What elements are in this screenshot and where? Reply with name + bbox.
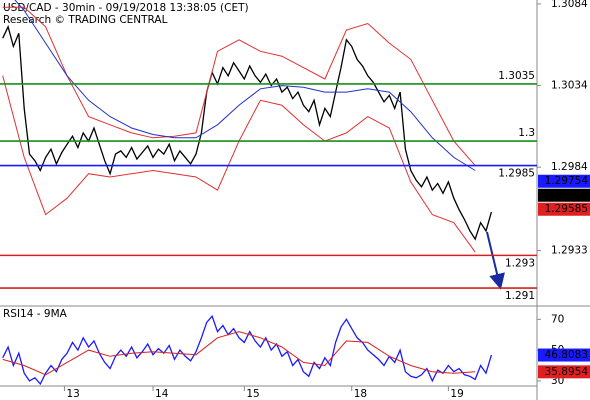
last-value-box xyxy=(538,188,590,202)
y-tick-label: 70 xyxy=(551,313,564,325)
series-line xyxy=(14,0,476,171)
y-tick-label: 1.2984 xyxy=(551,161,588,173)
series-line xyxy=(2,314,493,386)
series-line xyxy=(2,24,493,241)
chart-subtitle: Research © TRADING CENTRAL xyxy=(3,14,168,26)
series-line xyxy=(2,75,476,253)
last-value-box xyxy=(538,365,590,379)
level-label: 1.291 xyxy=(505,290,535,302)
y-tick-label: 1.2933 xyxy=(551,244,588,256)
y-tick-label: 1.3034 xyxy=(551,80,588,92)
x-tick-label: 19 xyxy=(450,388,463,400)
forecast-arrow xyxy=(486,231,505,290)
last-value-label: 46.8083 xyxy=(545,349,588,361)
level-label: 1.293 xyxy=(505,257,535,269)
last-value-box xyxy=(538,202,590,216)
panel xyxy=(2,0,493,253)
last-value-box xyxy=(538,174,590,188)
x-tick-label: 15 xyxy=(246,388,259,400)
level-label: 1.3 xyxy=(518,127,535,139)
x-tick-label: 18 xyxy=(354,388,367,400)
series-line xyxy=(2,6,476,166)
x-tick-label: 13 xyxy=(66,388,79,400)
chart-title: USD/CAD - 30min - 09/19/2018 13:38:05 (C… xyxy=(3,2,249,14)
last-value-label: 1.29565 xyxy=(545,189,588,201)
x-tick-label: 14 xyxy=(155,388,169,400)
last-value-label: 35.8954 xyxy=(545,366,589,378)
rsi-title: RSI14 - 9MA xyxy=(3,308,68,320)
last-value-label: 1.29585 xyxy=(545,203,588,215)
series-line xyxy=(2,331,476,376)
y-tick-label: 1.3084 xyxy=(551,0,588,10)
level-label: 1.2985 xyxy=(498,168,535,180)
level-label: 1.3035 xyxy=(498,70,535,82)
last-value-box xyxy=(538,348,590,362)
last-value-label: 1.29754 xyxy=(545,175,589,187)
panel xyxy=(2,314,493,386)
